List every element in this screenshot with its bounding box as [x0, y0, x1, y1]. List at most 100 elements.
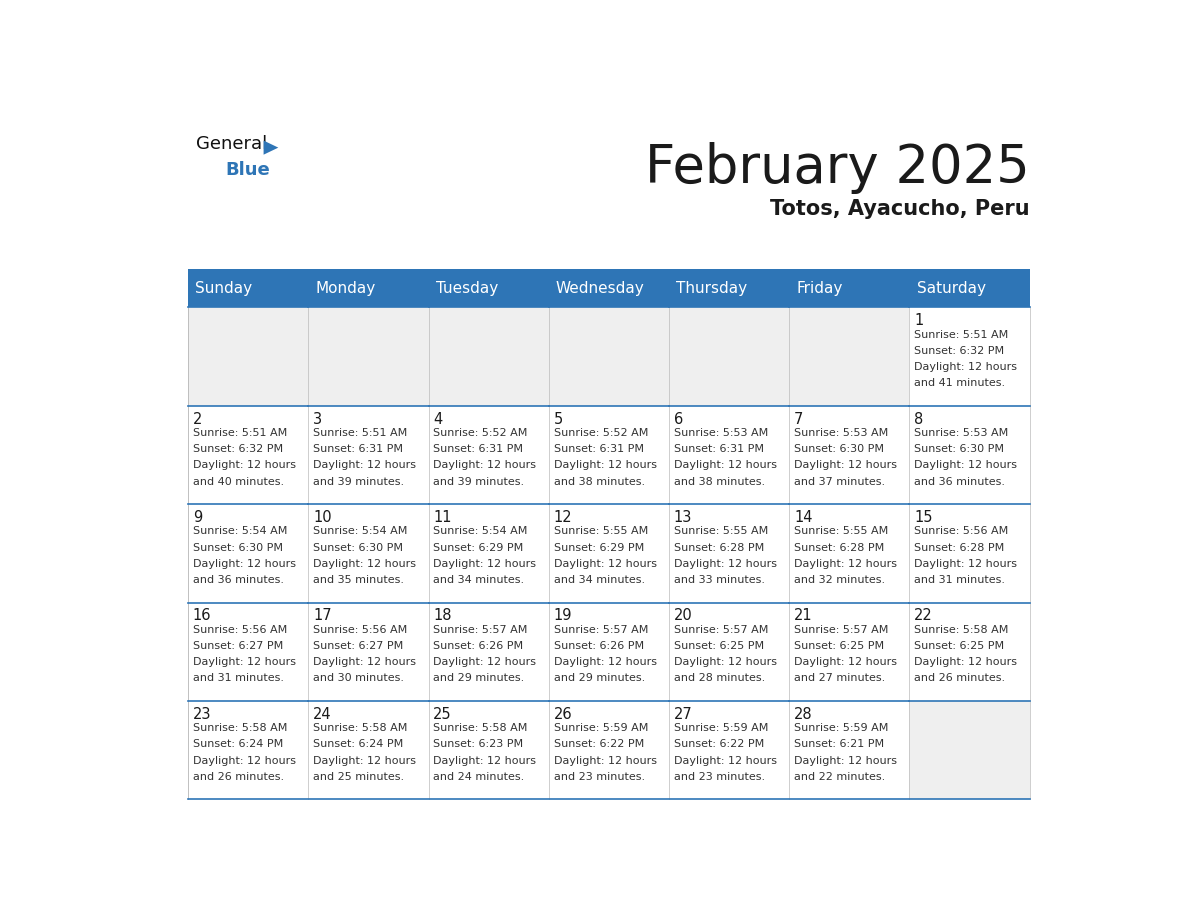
Bar: [789, 308, 909, 406]
Text: Daylight: 12 hours: Daylight: 12 hours: [915, 657, 1017, 667]
Text: and 28 minutes.: and 28 minutes.: [674, 674, 765, 683]
Text: Sunset: 6:28 PM: Sunset: 6:28 PM: [915, 543, 1004, 553]
Text: 16: 16: [192, 609, 211, 623]
Bar: [549, 269, 669, 308]
Text: 1: 1: [915, 313, 923, 329]
Text: 27: 27: [674, 707, 693, 722]
Text: Daylight: 12 hours: Daylight: 12 hours: [915, 362, 1017, 372]
Text: Sunrise: 5:54 AM: Sunrise: 5:54 AM: [434, 526, 527, 536]
Text: Daylight: 12 hours: Daylight: 12 hours: [674, 461, 777, 470]
Bar: [188, 406, 309, 504]
Text: Daylight: 12 hours: Daylight: 12 hours: [434, 559, 536, 569]
Text: 14: 14: [794, 510, 813, 525]
Text: 5: 5: [554, 411, 563, 427]
Text: Sunrise: 5:58 AM: Sunrise: 5:58 AM: [192, 723, 287, 733]
Text: Daylight: 12 hours: Daylight: 12 hours: [674, 657, 777, 667]
Bar: [549, 602, 669, 701]
Text: and 35 minutes.: and 35 minutes.: [314, 575, 404, 585]
Text: 25: 25: [434, 707, 451, 722]
Bar: [549, 308, 669, 406]
Text: Daylight: 12 hours: Daylight: 12 hours: [314, 756, 416, 766]
Text: and 34 minutes.: and 34 minutes.: [554, 575, 645, 585]
Text: Sunset: 6:21 PM: Sunset: 6:21 PM: [794, 739, 884, 749]
Text: Sunrise: 5:56 AM: Sunrise: 5:56 AM: [192, 624, 287, 634]
Text: Sunrise: 5:52 AM: Sunrise: 5:52 AM: [434, 428, 527, 438]
Bar: [909, 504, 1030, 602]
Text: Daylight: 12 hours: Daylight: 12 hours: [434, 756, 536, 766]
Bar: [429, 602, 549, 701]
Text: Sunset: 6:22 PM: Sunset: 6:22 PM: [554, 739, 644, 749]
Text: Sunrise: 5:59 AM: Sunrise: 5:59 AM: [674, 723, 769, 733]
Text: Sunrise: 5:55 AM: Sunrise: 5:55 AM: [794, 526, 889, 536]
Bar: [549, 701, 669, 800]
Text: and 36 minutes.: and 36 minutes.: [915, 476, 1005, 487]
Text: Sunset: 6:32 PM: Sunset: 6:32 PM: [915, 346, 1004, 356]
Bar: [309, 406, 429, 504]
Text: and 24 minutes.: and 24 minutes.: [434, 772, 525, 782]
Text: 9: 9: [192, 510, 202, 525]
Bar: [669, 406, 789, 504]
Text: Sunrise: 5:57 AM: Sunrise: 5:57 AM: [794, 624, 889, 634]
Text: and 25 minutes.: and 25 minutes.: [314, 772, 404, 782]
Text: Sunset: 6:32 PM: Sunset: 6:32 PM: [192, 444, 283, 454]
Bar: [309, 602, 429, 701]
Text: Sunrise: 5:58 AM: Sunrise: 5:58 AM: [434, 723, 527, 733]
Text: Daylight: 12 hours: Daylight: 12 hours: [554, 461, 657, 470]
Text: and 39 minutes.: and 39 minutes.: [314, 476, 404, 487]
Text: Sunrise: 5:51 AM: Sunrise: 5:51 AM: [192, 428, 287, 438]
Text: 6: 6: [674, 411, 683, 427]
Text: Daylight: 12 hours: Daylight: 12 hours: [192, 559, 296, 569]
Bar: [188, 308, 309, 406]
Text: Daylight: 12 hours: Daylight: 12 hours: [192, 657, 296, 667]
Text: Sunrise: 5:59 AM: Sunrise: 5:59 AM: [554, 723, 647, 733]
Bar: [309, 701, 429, 800]
Text: Sunrise: 5:57 AM: Sunrise: 5:57 AM: [434, 624, 527, 634]
Text: and 31 minutes.: and 31 minutes.: [915, 575, 1005, 585]
Text: and 33 minutes.: and 33 minutes.: [674, 575, 765, 585]
Text: and 34 minutes.: and 34 minutes.: [434, 575, 524, 585]
Text: Blue: Blue: [225, 161, 270, 179]
Text: Sunrise: 5:55 AM: Sunrise: 5:55 AM: [674, 526, 767, 536]
Text: Daylight: 12 hours: Daylight: 12 hours: [915, 559, 1017, 569]
Text: Sunset: 6:25 PM: Sunset: 6:25 PM: [915, 641, 1004, 651]
Text: Sunset: 6:23 PM: Sunset: 6:23 PM: [434, 739, 524, 749]
Text: Sunrise: 5:53 AM: Sunrise: 5:53 AM: [794, 428, 889, 438]
Bar: [309, 308, 429, 406]
Text: Totos, Ayacucho, Peru: Totos, Ayacucho, Peru: [770, 198, 1030, 218]
Bar: [429, 269, 549, 308]
Bar: [188, 602, 309, 701]
Text: 22: 22: [915, 609, 933, 623]
Text: Sunrise: 5:52 AM: Sunrise: 5:52 AM: [554, 428, 647, 438]
Text: 23: 23: [192, 707, 211, 722]
Text: and 40 minutes.: and 40 minutes.: [192, 476, 284, 487]
Text: and 23 minutes.: and 23 minutes.: [674, 772, 765, 782]
Text: Daylight: 12 hours: Daylight: 12 hours: [314, 657, 416, 667]
Text: Tuesday: Tuesday: [436, 281, 498, 296]
Bar: [669, 269, 789, 308]
Text: Daylight: 12 hours: Daylight: 12 hours: [434, 657, 536, 667]
Text: Sunrise: 5:54 AM: Sunrise: 5:54 AM: [314, 526, 407, 536]
Text: 4: 4: [434, 411, 443, 427]
Text: Daylight: 12 hours: Daylight: 12 hours: [554, 756, 657, 766]
Bar: [789, 406, 909, 504]
Text: Sunrise: 5:51 AM: Sunrise: 5:51 AM: [314, 428, 407, 438]
Text: Sunset: 6:24 PM: Sunset: 6:24 PM: [192, 739, 283, 749]
Text: and 31 minutes.: and 31 minutes.: [192, 674, 284, 683]
Text: and 37 minutes.: and 37 minutes.: [794, 476, 885, 487]
Text: 20: 20: [674, 609, 693, 623]
Text: 8: 8: [915, 411, 923, 427]
Bar: [909, 308, 1030, 406]
Text: Saturday: Saturday: [917, 281, 986, 296]
Text: Wednesday: Wednesday: [556, 281, 645, 296]
Text: 26: 26: [554, 707, 573, 722]
Text: Sunset: 6:29 PM: Sunset: 6:29 PM: [554, 543, 644, 553]
Text: 2: 2: [192, 411, 202, 427]
Text: Daylight: 12 hours: Daylight: 12 hours: [554, 559, 657, 569]
Text: Daylight: 12 hours: Daylight: 12 hours: [554, 657, 657, 667]
Bar: [549, 504, 669, 602]
Bar: [909, 602, 1030, 701]
Bar: [309, 269, 429, 308]
Text: Sunset: 6:22 PM: Sunset: 6:22 PM: [674, 739, 764, 749]
Text: and 22 minutes.: and 22 minutes.: [794, 772, 885, 782]
Text: Sunset: 6:26 PM: Sunset: 6:26 PM: [554, 641, 644, 651]
